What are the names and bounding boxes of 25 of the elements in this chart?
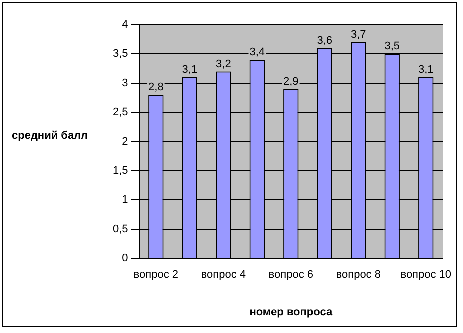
x-tick-label: вопрос 6 [268, 269, 314, 282]
x-axis-title: номер вопроса [250, 306, 334, 318]
data-label: 3,7 [350, 29, 366, 42]
data-label: 2,8 [148, 82, 164, 94]
y-tick-label: 2,5 [112, 106, 128, 119]
y-axis-title: средний балл [12, 130, 88, 142]
x-tick-label: вопрос 2 [134, 269, 179, 282]
data-label: 3,4 [250, 46, 266, 59]
data-label: 2,9 [283, 76, 299, 88]
data-label: 3,5 [384, 40, 400, 53]
y-tick-label: 4 [122, 19, 128, 32]
y-tick-label: 0,5 [112, 223, 128, 236]
x-tick-label: вопрос 8 [336, 269, 381, 282]
y-tick-label: 1 [122, 194, 128, 206]
data-label: 3,6 [317, 34, 333, 47]
y-tick-label: 3,5 [112, 48, 128, 60]
y-tick-label: 3 [122, 77, 128, 90]
x-tick-label: вопрос 4 [201, 269, 246, 282]
y-tick-label: 2 [122, 136, 128, 148]
y-tick-label: 1,5 [112, 165, 128, 178]
y-tick-label: 0 [122, 252, 128, 265]
data-label: 3,1 [418, 64, 434, 76]
x-tick-label: вопрос 10 [400, 269, 452, 282]
data-label: 3,1 [182, 64, 198, 76]
data-label: 3,2 [216, 58, 232, 70]
